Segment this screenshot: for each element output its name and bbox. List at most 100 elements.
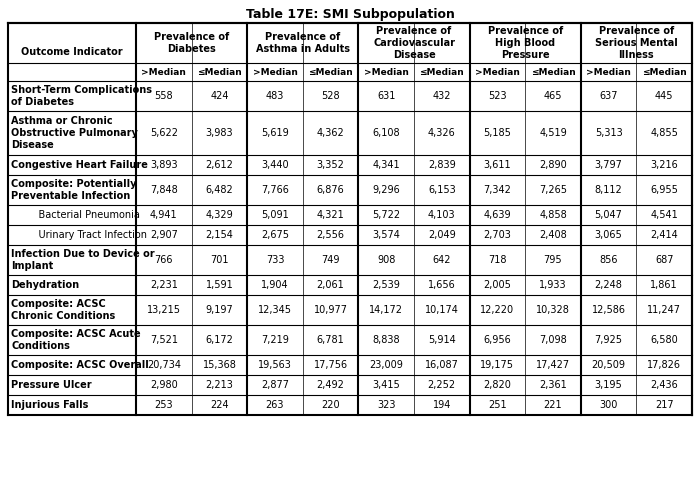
Text: 12,220: 12,220 bbox=[480, 305, 514, 315]
Text: 3,415: 3,415 bbox=[372, 380, 400, 390]
Text: 251: 251 bbox=[488, 400, 507, 410]
Text: Composite: ACSC
Chronic Conditions: Composite: ACSC Chronic Conditions bbox=[11, 299, 116, 321]
Text: 6,580: 6,580 bbox=[650, 335, 678, 345]
Text: >Median: >Median bbox=[364, 67, 409, 76]
Text: 5,313: 5,313 bbox=[595, 128, 622, 138]
Text: 3,574: 3,574 bbox=[372, 230, 400, 240]
Text: 12,345: 12,345 bbox=[258, 305, 292, 315]
Text: 224: 224 bbox=[210, 400, 229, 410]
Text: 2,703: 2,703 bbox=[484, 230, 511, 240]
Bar bbox=[8, 23, 692, 415]
Text: 2,154: 2,154 bbox=[206, 230, 233, 240]
Text: 4,941: 4,941 bbox=[150, 210, 178, 220]
Text: 733: 733 bbox=[266, 255, 284, 265]
Text: 7,925: 7,925 bbox=[594, 335, 622, 345]
Text: 2,980: 2,980 bbox=[150, 380, 178, 390]
Text: 424: 424 bbox=[210, 91, 229, 101]
Text: Composite: ACSC Acute
Conditions: Composite: ACSC Acute Conditions bbox=[11, 329, 141, 351]
Text: 4,639: 4,639 bbox=[484, 210, 511, 220]
Text: 2,231: 2,231 bbox=[150, 280, 178, 290]
Text: 16,087: 16,087 bbox=[425, 360, 458, 370]
Text: 6,172: 6,172 bbox=[206, 335, 233, 345]
Text: 701: 701 bbox=[210, 255, 229, 265]
Text: 2,408: 2,408 bbox=[539, 230, 567, 240]
Text: 856: 856 bbox=[599, 255, 618, 265]
Text: 17,826: 17,826 bbox=[648, 360, 681, 370]
Text: 4,855: 4,855 bbox=[650, 128, 678, 138]
Text: 2,907: 2,907 bbox=[150, 230, 178, 240]
Text: Prevalence of
Cardiovascular
Disease: Prevalence of Cardiovascular Disease bbox=[373, 25, 455, 60]
Text: 4,858: 4,858 bbox=[539, 210, 567, 220]
Text: ≤Median: ≤Median bbox=[531, 67, 575, 76]
Text: 2,820: 2,820 bbox=[484, 380, 511, 390]
Text: 217: 217 bbox=[655, 400, 673, 410]
Text: 766: 766 bbox=[155, 255, 173, 265]
Text: ≤Median: ≤Median bbox=[197, 67, 241, 76]
Text: 8,112: 8,112 bbox=[595, 185, 622, 195]
Text: 637: 637 bbox=[599, 91, 618, 101]
Text: ≤Median: ≤Median bbox=[308, 67, 353, 76]
Text: 10,328: 10,328 bbox=[536, 305, 570, 315]
Text: 6,482: 6,482 bbox=[206, 185, 233, 195]
Text: 908: 908 bbox=[377, 255, 395, 265]
Text: 2,492: 2,492 bbox=[316, 380, 344, 390]
Text: 6,108: 6,108 bbox=[372, 128, 400, 138]
Text: Dehydration: Dehydration bbox=[11, 280, 79, 290]
Text: Composite: Potentially
Preventable Infection: Composite: Potentially Preventable Infec… bbox=[11, 179, 136, 201]
Text: 4,519: 4,519 bbox=[539, 128, 567, 138]
Text: 3,352: 3,352 bbox=[316, 160, 344, 170]
Text: 9,197: 9,197 bbox=[206, 305, 233, 315]
Text: Prevalence of
Serious Mental
Illness: Prevalence of Serious Mental Illness bbox=[595, 25, 678, 60]
Text: 19,175: 19,175 bbox=[480, 360, 514, 370]
Text: 4,541: 4,541 bbox=[650, 210, 678, 220]
Text: 2,612: 2,612 bbox=[206, 160, 233, 170]
Text: 3,216: 3,216 bbox=[650, 160, 678, 170]
Text: 1,933: 1,933 bbox=[539, 280, 567, 290]
Text: 1,861: 1,861 bbox=[650, 280, 678, 290]
Text: >Median: >Median bbox=[586, 67, 631, 76]
Text: 300: 300 bbox=[599, 400, 618, 410]
Text: 2,556: 2,556 bbox=[316, 230, 344, 240]
Text: 9,296: 9,296 bbox=[372, 185, 400, 195]
Text: 263: 263 bbox=[266, 400, 284, 410]
Text: 23,009: 23,009 bbox=[370, 360, 403, 370]
Text: 5,185: 5,185 bbox=[484, 128, 511, 138]
Text: 2,252: 2,252 bbox=[428, 380, 456, 390]
Text: 4,329: 4,329 bbox=[206, 210, 233, 220]
Text: 2,049: 2,049 bbox=[428, 230, 456, 240]
Text: 4,103: 4,103 bbox=[428, 210, 456, 220]
Text: 5,047: 5,047 bbox=[595, 210, 622, 220]
Text: Table 17E: SMI Subpopulation: Table 17E: SMI Subpopulation bbox=[246, 7, 454, 20]
Text: 3,611: 3,611 bbox=[484, 160, 511, 170]
Text: 465: 465 bbox=[544, 91, 562, 101]
Text: 5,722: 5,722 bbox=[372, 210, 400, 220]
Text: 19,563: 19,563 bbox=[258, 360, 292, 370]
Text: Composite: ACSC Overall: Composite: ACSC Overall bbox=[11, 360, 148, 370]
Text: 687: 687 bbox=[655, 255, 673, 265]
Text: 445: 445 bbox=[655, 91, 673, 101]
Text: 10,977: 10,977 bbox=[314, 305, 348, 315]
Text: 5,619: 5,619 bbox=[261, 128, 289, 138]
Text: 323: 323 bbox=[377, 400, 395, 410]
Text: 7,521: 7,521 bbox=[150, 335, 178, 345]
Text: Pressure Ulcer: Pressure Ulcer bbox=[11, 380, 92, 390]
Text: 7,766: 7,766 bbox=[261, 185, 289, 195]
Text: 15,368: 15,368 bbox=[202, 360, 237, 370]
Text: 253: 253 bbox=[155, 400, 173, 410]
Text: 2,248: 2,248 bbox=[595, 280, 622, 290]
Text: 3,065: 3,065 bbox=[595, 230, 622, 240]
Text: 4,326: 4,326 bbox=[428, 128, 456, 138]
Text: Congestive Heart Failure: Congestive Heart Failure bbox=[11, 160, 148, 170]
Text: 220: 220 bbox=[321, 400, 340, 410]
Text: 221: 221 bbox=[544, 400, 562, 410]
Text: 4,321: 4,321 bbox=[316, 210, 344, 220]
Text: ≤Median: ≤Median bbox=[642, 67, 687, 76]
Text: 7,098: 7,098 bbox=[539, 335, 567, 345]
Text: 4,362: 4,362 bbox=[316, 128, 344, 138]
Text: 7,219: 7,219 bbox=[261, 335, 289, 345]
Text: Outcome Indicator: Outcome Indicator bbox=[21, 47, 122, 57]
Text: 2,061: 2,061 bbox=[316, 280, 344, 290]
Text: 483: 483 bbox=[266, 91, 284, 101]
Text: 1,656: 1,656 bbox=[428, 280, 456, 290]
Text: 2,877: 2,877 bbox=[261, 380, 289, 390]
